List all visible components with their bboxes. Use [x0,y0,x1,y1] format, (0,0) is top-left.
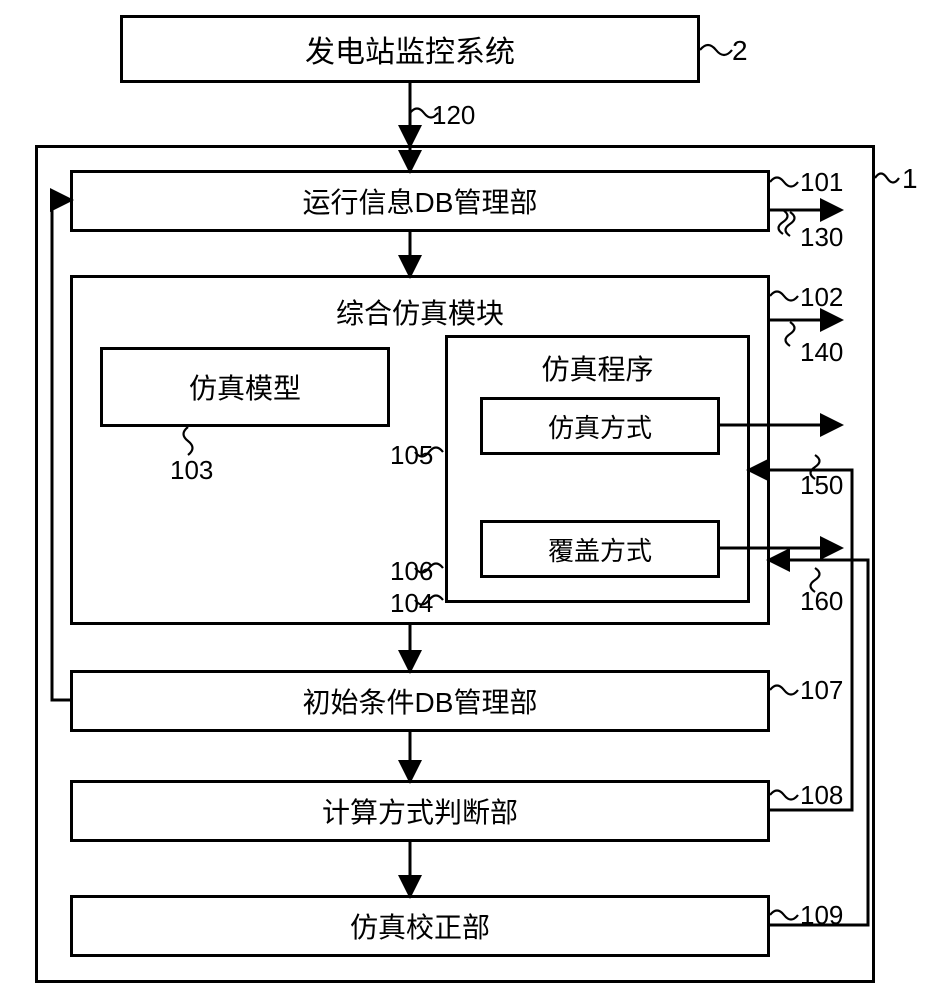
ref-107: 107 [800,675,843,706]
box-calc-label: 计算方式判断部 [322,791,518,831]
box-init-db: 初始条件DB管理部 [70,670,770,732]
box-sim-mode: 仿真方式 [480,397,720,455]
ref-150: 150 [800,470,843,501]
ref-103: 103 [170,455,213,486]
box-cov-mode: 覆盖方式 [480,520,720,578]
box-cov-mode-label: 覆盖方式 [548,531,652,568]
box-corr-label: 仿真校正部 [350,906,490,946]
ref-101: 101 [800,167,843,198]
diagram-canvas: 发电站监控系统 运行信息DB管理部 综合仿真模块 仿真模型 仿真程序 仿真方式 … [0,0,935,1000]
box-init-db-label: 初始条件DB管理部 [303,681,538,721]
ref-120: 120 [432,100,475,131]
box-sim-program-label: 仿真程序 [448,348,747,388]
ref-130: 130 [800,222,843,253]
box-sim-mode-label: 仿真方式 [548,408,652,445]
box-sim-module-label: 综合仿真模块 [73,292,767,332]
ref-104: 104 [390,588,433,619]
ref-106: 106 [390,556,433,587]
box-calc: 计算方式判断部 [70,780,770,842]
box-monitor-system-label: 发电站监控系统 [305,27,515,71]
ref-2: 2 [732,35,748,67]
ref-1: 1 [902,163,918,195]
ref-160: 160 [800,586,843,617]
box-corr: 仿真校正部 [70,895,770,957]
box-run-db-label: 运行信息DB管理部 [303,181,538,221]
ref-105: 105 [390,440,433,471]
box-monitor-system: 发电站监控系统 [120,15,700,83]
box-sim-model: 仿真模型 [100,347,390,427]
ref-102: 102 [800,282,843,313]
box-sim-model-label: 仿真模型 [189,367,301,407]
ref-108: 108 [800,780,843,811]
box-run-db: 运行信息DB管理部 [70,170,770,232]
ref-109: 109 [800,900,843,931]
ref-140: 140 [800,337,843,368]
